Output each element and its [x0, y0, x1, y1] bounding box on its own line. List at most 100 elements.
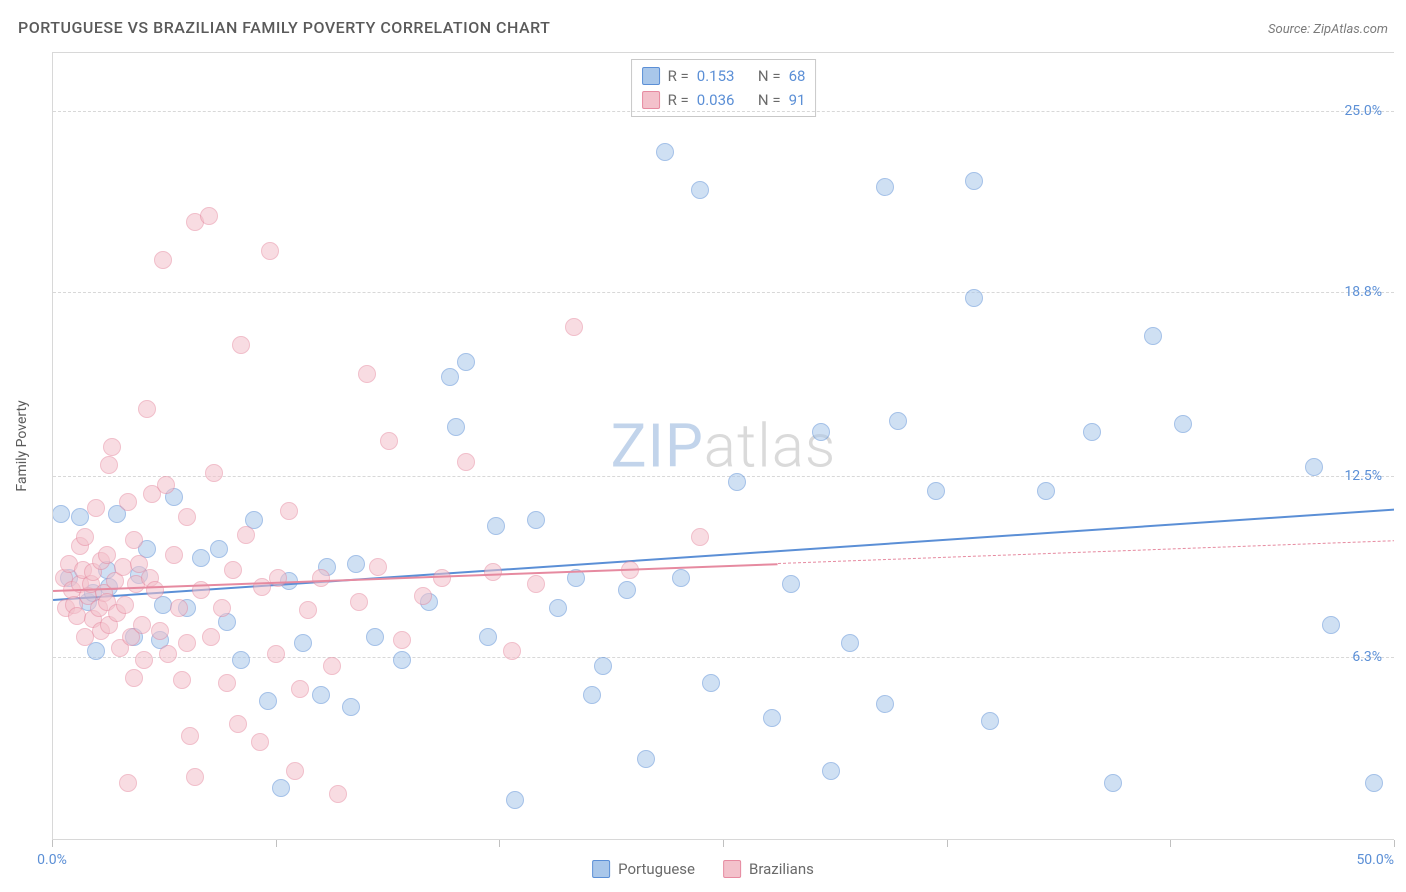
data-point	[157, 476, 175, 494]
stats-row: R = 0.153 N = 68	[642, 64, 806, 88]
data-point	[173, 671, 191, 689]
data-point	[232, 336, 250, 354]
data-point	[447, 418, 465, 436]
data-point	[232, 651, 250, 669]
data-point	[672, 569, 690, 587]
x-tick-label: 0.0%	[37, 852, 67, 868]
data-point	[261, 242, 279, 260]
data-point	[280, 502, 298, 520]
data-point	[506, 791, 524, 809]
data-point	[98, 546, 116, 564]
data-point	[369, 558, 387, 576]
data-point	[205, 464, 223, 482]
data-point	[165, 546, 183, 564]
data-point	[927, 482, 945, 500]
data-point	[1174, 415, 1192, 433]
chart-title: PORTUGUESE VS BRAZILIAN FAMILY POVERTY C…	[18, 18, 550, 37]
data-point	[1104, 774, 1122, 792]
data-point	[323, 657, 341, 675]
data-point	[457, 453, 475, 471]
data-point	[52, 505, 70, 523]
data-point	[433, 569, 451, 587]
data-point	[841, 634, 859, 652]
data-point	[125, 669, 143, 687]
gridline	[53, 292, 1394, 293]
data-point	[1144, 327, 1162, 345]
data-point	[1083, 423, 1101, 441]
series-swatch	[592, 860, 610, 878]
data-point	[393, 631, 411, 649]
data-point	[691, 181, 709, 199]
plot-area: ZIPatlas R = 0.153 N = 68R = 0.036 N = 9…	[52, 52, 1394, 840]
data-point	[151, 622, 169, 640]
data-point	[237, 526, 255, 544]
data-point	[259, 692, 277, 710]
data-point	[366, 628, 384, 646]
data-point	[347, 555, 365, 573]
gridline	[53, 111, 1394, 112]
data-point	[358, 365, 376, 383]
data-point	[393, 651, 411, 669]
series-swatch	[723, 860, 741, 878]
data-point	[312, 686, 330, 704]
data-point	[312, 569, 330, 587]
data-point	[71, 508, 89, 526]
data-point	[119, 493, 137, 511]
series-legend: PortugueseBrazilians	[592, 860, 814, 878]
data-point	[159, 645, 177, 663]
data-point	[457, 353, 475, 371]
data-point	[114, 558, 132, 576]
data-point	[527, 511, 545, 529]
data-point	[210, 540, 228, 558]
x-tick	[947, 840, 948, 847]
x-tick	[276, 840, 277, 847]
data-point	[87, 642, 105, 660]
data-point	[350, 593, 368, 611]
data-point	[138, 400, 156, 418]
data-point	[154, 251, 172, 269]
data-point	[116, 596, 134, 614]
data-point	[981, 712, 999, 730]
data-point	[583, 686, 601, 704]
y-tick-label: 12.5%	[1344, 468, 1382, 484]
data-point	[565, 318, 583, 336]
data-point	[812, 423, 830, 441]
data-point	[1365, 774, 1383, 792]
data-point	[656, 143, 674, 161]
stats-row: R = 0.036 N = 91	[642, 88, 806, 112]
data-point	[202, 628, 220, 646]
data-point	[178, 634, 196, 652]
source-credit: Source: ZipAtlas.com	[1268, 22, 1388, 37]
data-point	[135, 651, 153, 669]
data-point	[876, 695, 894, 713]
data-point	[213, 599, 231, 617]
data-point	[103, 438, 121, 456]
gridline	[53, 476, 1394, 477]
data-point	[763, 709, 781, 727]
data-point	[192, 549, 210, 567]
data-point	[272, 779, 290, 797]
data-point	[200, 207, 218, 225]
data-point	[594, 657, 612, 675]
data-point	[479, 628, 497, 646]
data-point	[380, 432, 398, 450]
watermark: ZIPatlas	[611, 411, 837, 482]
data-point	[527, 575, 545, 593]
data-point	[441, 368, 459, 386]
gridline	[53, 657, 1394, 658]
data-point	[253, 578, 271, 596]
y-axis-label: Family Poverty	[14, 400, 30, 491]
y-tick-label: 18.8%	[1344, 284, 1382, 300]
data-point	[1037, 482, 1055, 500]
data-point	[267, 645, 285, 663]
data-point	[286, 762, 304, 780]
data-point	[691, 528, 709, 546]
data-point	[229, 715, 247, 733]
plot-container: Family Poverty ZIPatlas R = 0.153 N = 68…	[52, 52, 1394, 840]
series-swatch	[642, 91, 660, 109]
data-point	[170, 599, 188, 617]
data-point	[146, 581, 164, 599]
data-point	[728, 473, 746, 491]
data-point	[702, 674, 720, 692]
data-point	[876, 178, 894, 196]
